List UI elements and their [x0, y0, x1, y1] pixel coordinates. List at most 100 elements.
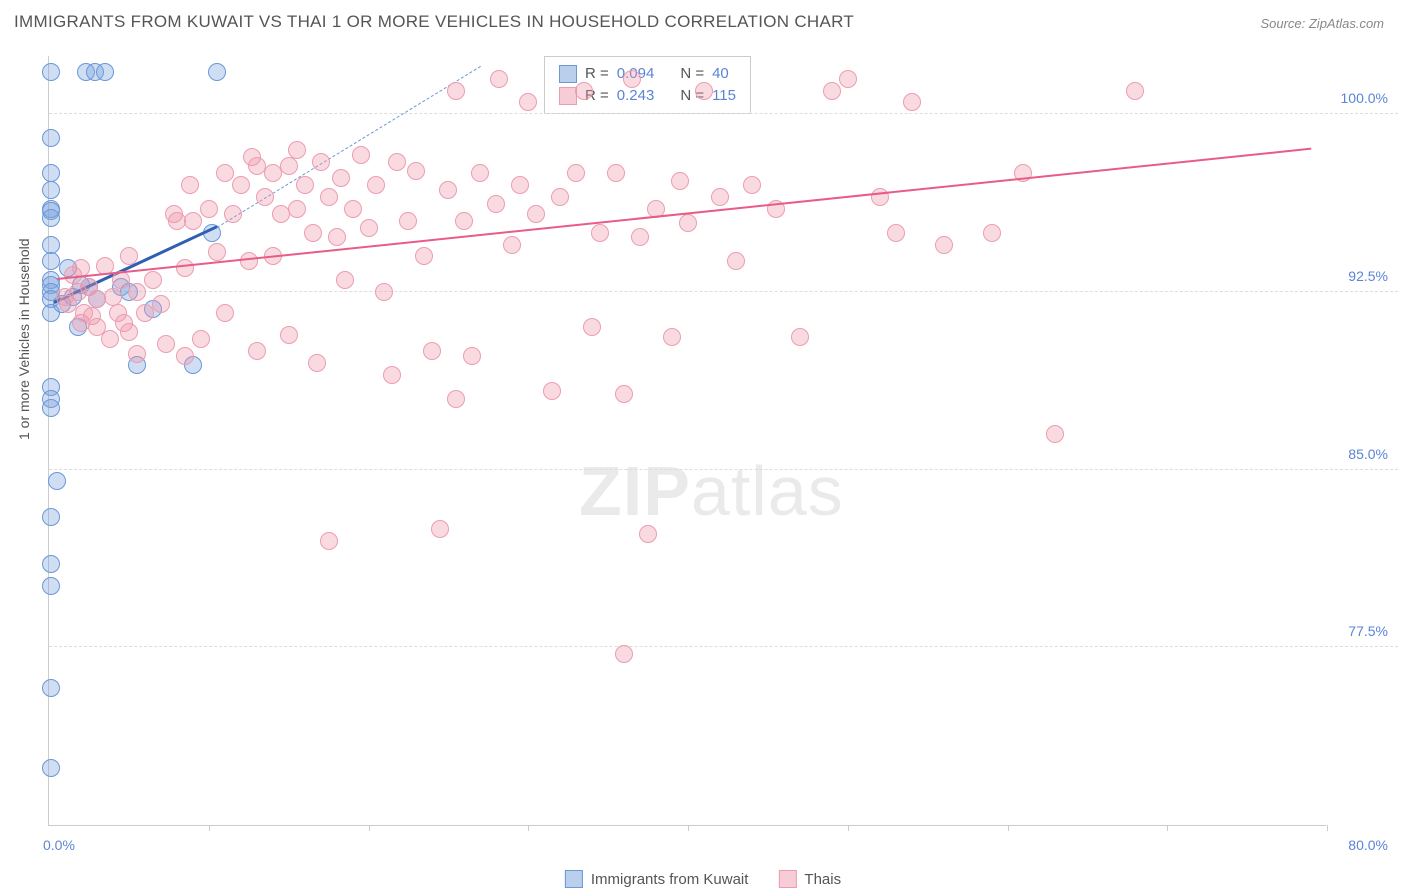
data-point — [42, 252, 60, 270]
data-point — [615, 645, 633, 663]
data-point — [152, 295, 170, 313]
data-point — [176, 347, 194, 365]
data-point — [42, 555, 60, 573]
watermark-bold: ZIP — [579, 452, 691, 530]
data-point — [671, 172, 689, 190]
data-point — [631, 228, 649, 246]
legend-swatch — [778, 870, 796, 888]
data-point — [935, 236, 953, 254]
r-label: R = — [585, 63, 609, 85]
xtick — [1167, 825, 1168, 831]
data-point — [743, 176, 761, 194]
data-point — [181, 176, 199, 194]
data-point — [511, 176, 529, 194]
n-value: 115 — [712, 85, 736, 107]
data-point — [431, 520, 449, 538]
data-point — [447, 390, 465, 408]
xtick — [1008, 825, 1009, 831]
data-point — [551, 188, 569, 206]
data-point — [695, 82, 713, 100]
stats-legend: R =0.094N =40R =0.243N =115 — [544, 56, 751, 114]
data-point — [42, 399, 60, 417]
xtick — [1327, 825, 1328, 831]
data-point — [407, 162, 425, 180]
data-point — [615, 385, 633, 403]
gridline-h — [49, 291, 1398, 292]
data-point — [256, 188, 274, 206]
data-point — [591, 224, 609, 242]
legend-label: Thais — [804, 871, 841, 888]
data-point — [711, 188, 729, 206]
data-point — [304, 224, 322, 242]
data-point — [288, 200, 306, 218]
data-point — [96, 63, 114, 81]
data-point — [328, 228, 346, 246]
data-point — [567, 164, 585, 182]
data-point — [463, 347, 481, 365]
xtick — [369, 825, 370, 831]
data-point — [447, 82, 465, 100]
data-point — [224, 205, 242, 223]
data-point — [839, 70, 857, 88]
data-point — [240, 252, 258, 270]
legend-swatch — [565, 870, 583, 888]
data-point — [471, 164, 489, 182]
ytick-label: 77.5% — [1348, 623, 1388, 639]
xtick — [528, 825, 529, 831]
data-point — [332, 169, 350, 187]
data-point — [157, 335, 175, 353]
data-point — [575, 82, 593, 100]
data-point — [42, 181, 60, 199]
ytick-label: 85.0% — [1348, 446, 1388, 462]
data-point — [503, 236, 521, 254]
ytick-label: 100.0% — [1341, 90, 1388, 106]
data-point — [216, 164, 234, 182]
data-point — [360, 219, 378, 237]
gridline-h — [49, 113, 1398, 114]
data-point — [415, 247, 433, 265]
data-point — [192, 330, 210, 348]
data-point — [216, 304, 234, 322]
watermark: ZIPatlas — [579, 451, 844, 531]
data-point — [439, 181, 457, 199]
data-point — [1046, 425, 1064, 443]
n-value: 40 — [712, 63, 729, 85]
data-point — [388, 153, 406, 171]
xtick — [688, 825, 689, 831]
watermark-light: atlas — [691, 452, 844, 530]
gridline-h — [49, 646, 1398, 647]
data-point — [144, 271, 162, 289]
data-point — [208, 63, 226, 81]
data-point — [352, 146, 370, 164]
data-point — [248, 342, 266, 360]
data-point — [1126, 82, 1144, 100]
legend-item: Thais — [778, 870, 841, 888]
chart-title: IMMIGRANTS FROM KUWAIT VS THAI 1 OR MORE… — [14, 12, 854, 32]
data-point — [527, 205, 545, 223]
xtick — [848, 825, 849, 831]
data-point — [320, 532, 338, 550]
data-point — [120, 323, 138, 341]
legend-label: Immigrants from Kuwait — [591, 871, 749, 888]
data-point — [543, 382, 561, 400]
data-point — [288, 141, 306, 159]
data-point — [42, 236, 60, 254]
data-point — [308, 354, 326, 372]
gridline-h — [49, 469, 1398, 470]
data-point — [42, 679, 60, 697]
plot-area: ZIPatlas R =0.094N =40R =0.243N =115 77.… — [48, 56, 1326, 826]
data-point — [42, 508, 60, 526]
data-point — [176, 259, 194, 277]
data-point — [42, 164, 60, 182]
y-axis-label: 1 or more Vehicles in Household — [16, 238, 32, 440]
data-point — [455, 212, 473, 230]
data-point — [727, 252, 745, 270]
data-point — [42, 63, 60, 81]
data-point — [344, 200, 362, 218]
series-legend: Immigrants from Kuwait Thais — [565, 870, 841, 888]
data-point — [583, 318, 601, 336]
data-point — [42, 209, 60, 227]
data-point — [887, 224, 905, 242]
data-point — [128, 345, 146, 363]
r-value: 0.243 — [617, 85, 655, 107]
